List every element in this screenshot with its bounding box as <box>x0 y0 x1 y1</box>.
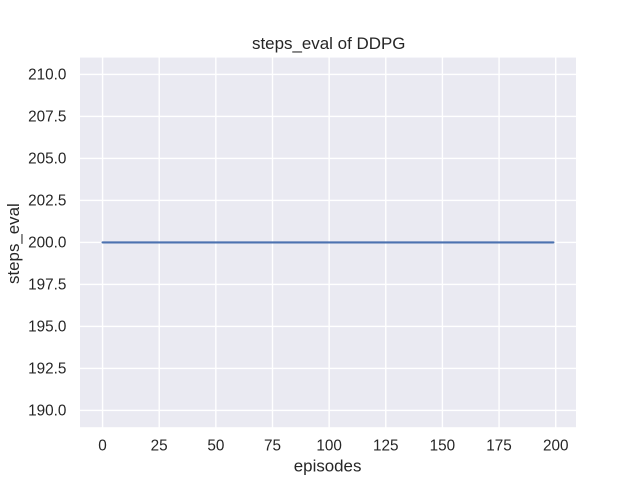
svg-text:episodes: episodes <box>294 457 362 476</box>
svg-text:197.5: 197.5 <box>28 276 66 293</box>
svg-text:25: 25 <box>151 437 168 454</box>
svg-text:195.0: 195.0 <box>28 318 66 335</box>
svg-text:202.5: 202.5 <box>28 192 66 209</box>
svg-text:175: 175 <box>486 437 512 454</box>
svg-text:200.0: 200.0 <box>28 234 66 251</box>
svg-text:steps_eval: steps_eval <box>4 203 23 284</box>
svg-text:75: 75 <box>264 437 281 454</box>
svg-text:190.0: 190.0 <box>28 402 66 419</box>
svg-text:steps_eval of DDPG: steps_eval of DDPG <box>252 34 405 53</box>
svg-text:200: 200 <box>543 437 569 454</box>
svg-text:0: 0 <box>98 437 107 454</box>
svg-text:207.5: 207.5 <box>28 108 66 125</box>
svg-text:50: 50 <box>207 437 224 454</box>
svg-text:210.0: 210.0 <box>28 66 66 83</box>
svg-text:125: 125 <box>373 437 399 454</box>
svg-text:205.0: 205.0 <box>28 150 66 167</box>
svg-text:192.5: 192.5 <box>28 360 66 377</box>
svg-text:150: 150 <box>430 437 456 454</box>
svg-text:100: 100 <box>316 437 342 454</box>
